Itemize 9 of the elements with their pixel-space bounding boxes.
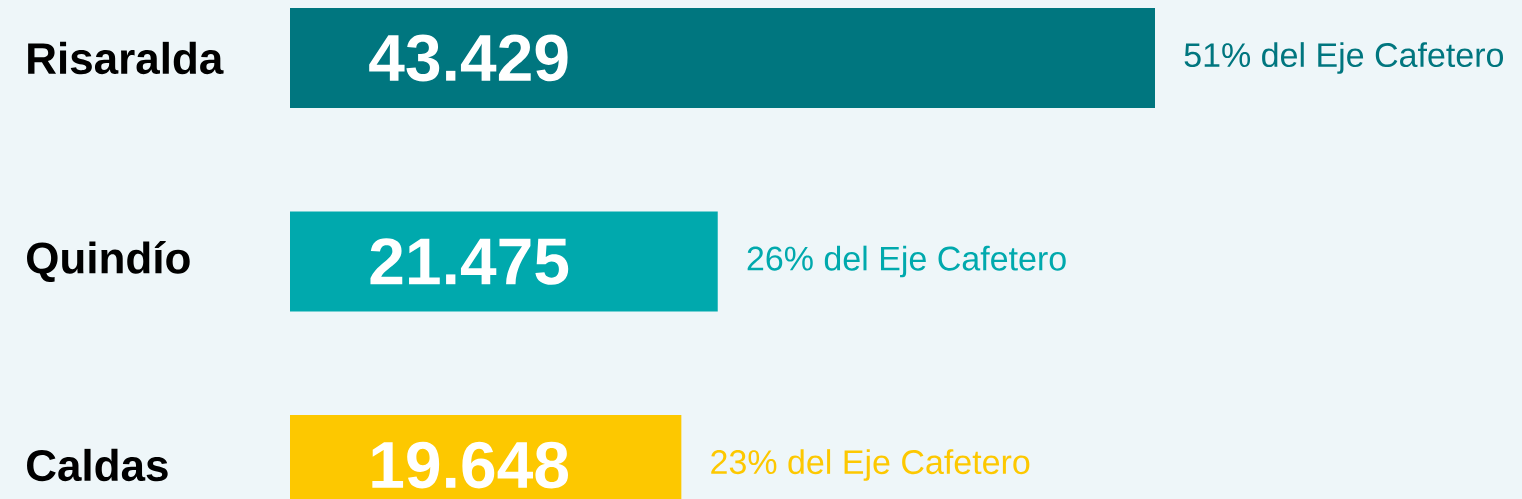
y-tick-label: Quindío	[27, 241, 190, 282]
annotation: 51% del Eje Cafetero	[1184, 42, 1504, 74]
y-tick-label: Risaralda	[28, 41, 224, 75]
data-label: 43.429	[369, 34, 568, 82]
data-label: 21.475	[370, 238, 569, 285]
annotation: 23% del Eje Cafetero	[711, 449, 1030, 481]
y-tick-label: Caldas	[27, 448, 168, 482]
data-label: 19.648	[372, 441, 568, 489]
annotation: 26% del Eje Cafetero	[747, 245, 1066, 278]
